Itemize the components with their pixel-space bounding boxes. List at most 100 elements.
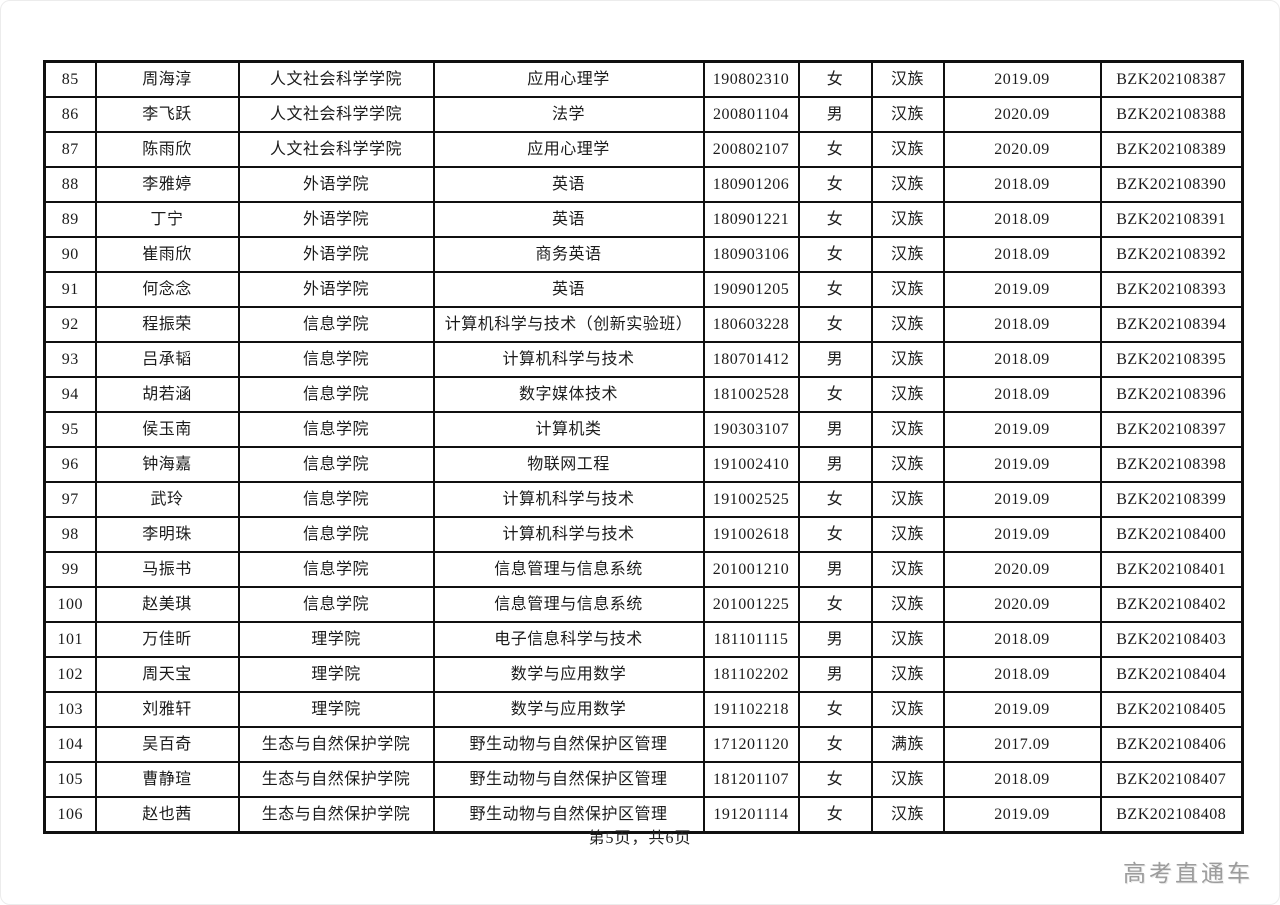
cell-college: 理学院 [237,621,435,658]
cell-gender: 女 [797,201,873,238]
cell-major: 数字媒体技术 [432,376,705,413]
cell-student-id: 201001210 [702,551,800,588]
cell-student-id: 200802107 [702,131,800,168]
cell-student-id: 200801104 [702,96,800,133]
cell-major: 法学 [432,96,705,133]
cell-student-id: 190802310 [702,60,800,98]
cell-major: 信息管理与信息系统 [432,586,705,623]
cell-ethnicity: 汉族 [870,236,945,273]
cell-major: 数学与应用数学 [432,691,705,728]
cell-student-id: 190303107 [702,411,800,448]
cell-student-name: 赵美琪 [94,586,240,623]
cell-enrollment-date: 2018.09 [942,621,1102,658]
cell-college: 信息学院 [237,516,435,553]
cell-student-name: 马振书 [94,551,240,588]
cell-student-name: 刘雅轩 [94,691,240,728]
cell-record-code: BZK202108406 [1099,726,1244,763]
table-row: 104 吴百奇 生态与自然保护学院 野生动物与自然保护区管理 171201120… [43,726,1244,763]
cell-serial-number: 98 [43,516,97,553]
cell-student-name: 吕承韬 [94,341,240,378]
cell-ethnicity: 汉族 [870,411,945,448]
cell-enrollment-date: 2019.09 [942,271,1102,308]
cell-ethnicity: 汉族 [870,131,945,168]
cell-serial-number: 100 [43,586,97,623]
cell-enrollment-date: 2018.09 [942,236,1102,273]
cell-student-id: 180901206 [702,166,800,203]
cell-enrollment-date: 2019.09 [942,446,1102,483]
cell-record-code: BZK202108407 [1099,761,1244,798]
cell-college: 生态与自然保护学院 [237,761,435,798]
cell-student-name: 周海淳 [94,60,240,98]
cell-major: 计算机科学与技术（创新实验班） [432,306,705,343]
cell-record-code: BZK202108405 [1099,691,1244,728]
cell-gender: 女 [797,131,873,168]
cell-student-name: 崔雨欣 [94,236,240,273]
cell-ethnicity: 汉族 [870,96,945,133]
cell-gender: 女 [797,726,873,763]
student-table-body: 85 周海淳 人文社会科学学院 应用心理学 190802310 女 汉族 201… [43,60,1244,834]
cell-serial-number: 94 [43,376,97,413]
cell-enrollment-date: 2019.09 [942,796,1102,834]
cell-college: 信息学院 [237,306,435,343]
cell-serial-number: 88 [43,166,97,203]
cell-enrollment-date: 2020.09 [942,586,1102,623]
watermark-text: 高考直通车 [1123,860,1253,886]
cell-student-name: 周天宝 [94,656,240,693]
cell-serial-number: 104 [43,726,97,763]
cell-serial-number: 106 [43,796,97,834]
cell-record-code: BZK202108391 [1099,201,1244,238]
cell-student-id: 181201107 [702,761,800,798]
cell-student-name: 程振荣 [94,306,240,343]
cell-student-id: 191002410 [702,446,800,483]
cell-college: 信息学院 [237,586,435,623]
cell-record-code: BZK202108402 [1099,586,1244,623]
cell-record-code: BZK202108408 [1099,796,1244,834]
table-row: 85 周海淳 人文社会科学学院 应用心理学 190802310 女 汉族 201… [43,60,1244,98]
cell-student-id: 201001225 [702,586,800,623]
cell-record-code: BZK202108387 [1099,60,1244,98]
cell-major: 计算机科学与技术 [432,516,705,553]
cell-record-code: BZK202108388 [1099,96,1244,133]
cell-major: 野生动物与自然保护区管理 [432,761,705,798]
cell-major: 英语 [432,271,705,308]
cell-college: 信息学院 [237,376,435,413]
cell-ethnicity: 汉族 [870,551,945,588]
cell-serial-number: 92 [43,306,97,343]
cell-student-id: 180701412 [702,341,800,378]
cell-ethnicity: 汉族 [870,586,945,623]
cell-serial-number: 102 [43,656,97,693]
cell-student-id: 191201114 [702,796,800,834]
table-row: 97 武玲 信息学院 计算机科学与技术 191002525 女 汉族 2019.… [43,481,1244,518]
table-row: 86 李飞跃 人文社会科学学院 法学 200801104 男 汉族 2020.0… [43,96,1244,133]
table-row: 88 李雅婷 外语学院 英语 180901206 女 汉族 2018.09 BZ… [43,166,1244,203]
cell-student-id: 181102202 [702,656,800,693]
cell-gender: 女 [797,306,873,343]
cell-student-name: 李雅婷 [94,166,240,203]
cell-major: 电子信息科学与技术 [432,621,705,658]
table-row: 101 万佳昕 理学院 电子信息科学与技术 181101115 男 汉族 201… [43,621,1244,658]
cell-gender: 女 [797,166,873,203]
cell-college: 生态与自然保护学院 [237,726,435,763]
cell-ethnicity: 汉族 [870,446,945,483]
cell-enrollment-date: 2018.09 [942,166,1102,203]
table-row: 106 赵也茜 生态与自然保护学院 野生动物与自然保护区管理 191201114… [43,796,1244,834]
cell-enrollment-date: 2019.09 [942,411,1102,448]
cell-major: 野生动物与自然保护区管理 [432,726,705,763]
cell-student-id: 190901205 [702,271,800,308]
cell-gender: 男 [797,551,873,588]
cell-college: 外语学院 [237,166,435,203]
cell-enrollment-date: 2017.09 [942,726,1102,763]
cell-serial-number: 91 [43,271,97,308]
cell-enrollment-date: 2018.09 [942,201,1102,238]
cell-gender: 女 [797,271,873,308]
cell-major: 计算机类 [432,411,705,448]
cell-record-code: BZK202108395 [1099,341,1244,378]
cell-record-code: BZK202108404 [1099,656,1244,693]
cell-enrollment-date: 2019.09 [942,60,1102,98]
cell-ethnicity: 汉族 [870,166,945,203]
cell-student-id: 181101115 [702,621,800,658]
cell-ethnicity: 汉族 [870,60,945,98]
cell-enrollment-date: 2020.09 [942,131,1102,168]
cell-ethnicity: 汉族 [870,376,945,413]
